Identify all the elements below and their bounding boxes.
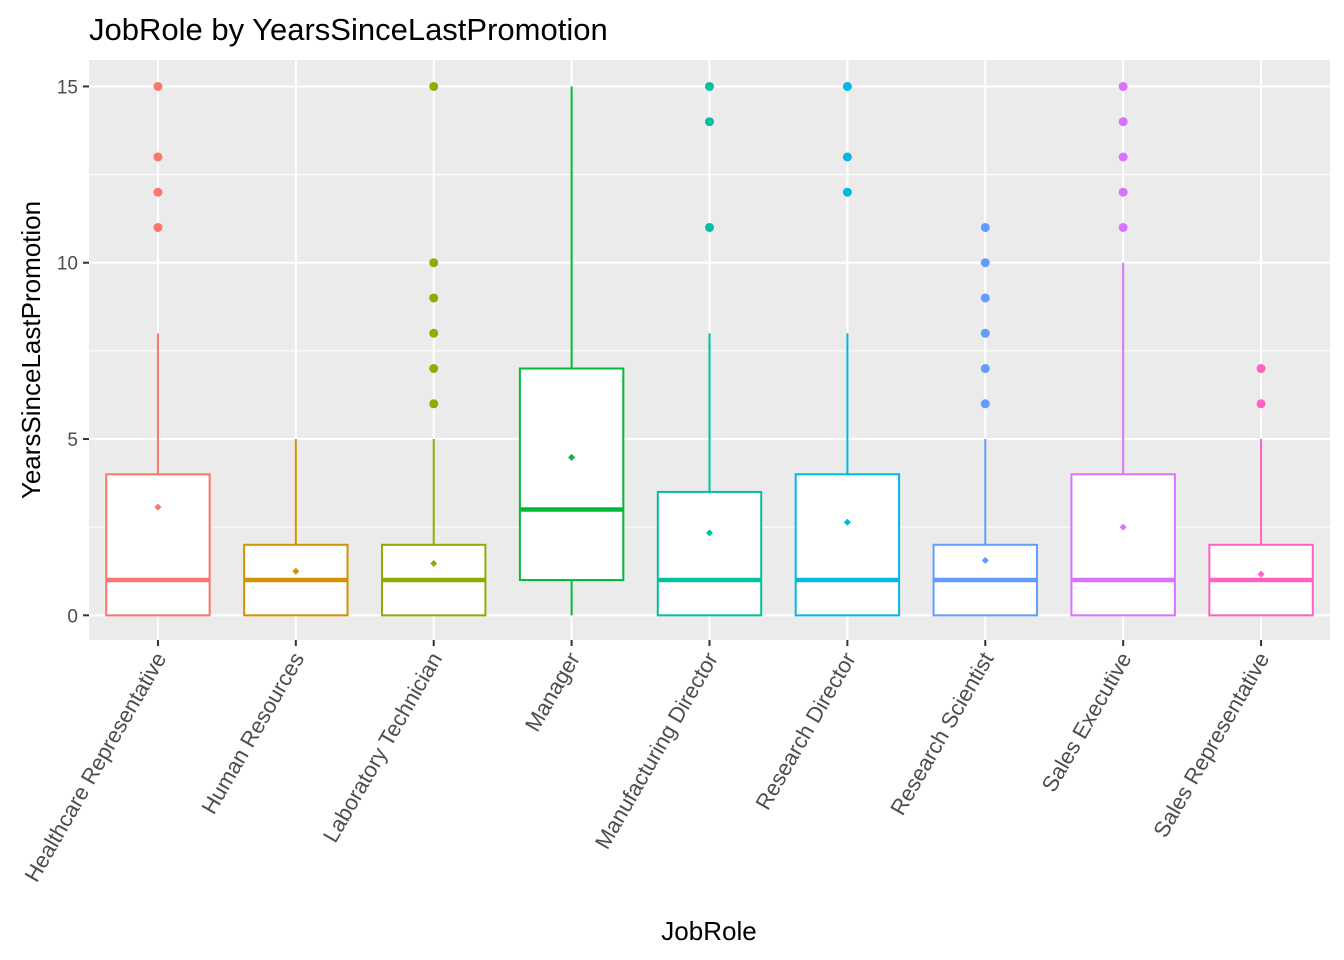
mean-marker bbox=[706, 529, 713, 537]
outlier-point bbox=[153, 187, 163, 197]
mean-marker bbox=[568, 453, 576, 461]
box-iqr bbox=[105, 473, 211, 617]
mean-marker bbox=[154, 503, 162, 511]
mean-marker bbox=[1119, 523, 1127, 531]
outlier-point bbox=[842, 187, 852, 197]
outlier-point bbox=[153, 81, 163, 91]
box-iqr bbox=[656, 490, 763, 617]
outlier-point bbox=[1256, 399, 1266, 409]
x-tick-label: Human Resources bbox=[196, 648, 309, 818]
mean-marker bbox=[981, 556, 989, 564]
x-tick-label: Manufacturing Director bbox=[590, 648, 723, 853]
y-tick-label: 15 bbox=[57, 77, 78, 98]
mean-marker bbox=[1257, 570, 1265, 578]
box-iqr bbox=[1070, 473, 1176, 617]
outlier-point bbox=[429, 399, 439, 409]
y-tick-label: 5 bbox=[67, 430, 78, 451]
box-group bbox=[932, 222, 1038, 617]
outlier-point bbox=[153, 222, 163, 232]
outlier-point bbox=[842, 152, 852, 162]
outlier-point bbox=[980, 293, 990, 303]
box-group bbox=[1070, 81, 1176, 617]
y-tick-label: 10 bbox=[57, 254, 78, 275]
box-iqr bbox=[794, 473, 901, 617]
outlier-point bbox=[705, 117, 714, 127]
x-axis-title: JobRole bbox=[661, 916, 756, 946]
box-group bbox=[518, 86, 625, 616]
x-tick-label: Sales Representative bbox=[1148, 648, 1274, 842]
outlier-point bbox=[980, 258, 990, 268]
mean-marker bbox=[843, 518, 851, 526]
outlier-point bbox=[980, 222, 990, 232]
outlier-point bbox=[429, 328, 439, 338]
mean-marker bbox=[430, 559, 438, 567]
outlier-point bbox=[1118, 117, 1128, 127]
box-group bbox=[381, 81, 487, 617]
y-tick-label: 0 bbox=[67, 606, 78, 627]
boxes-layer bbox=[105, 81, 1314, 617]
box-group bbox=[794, 81, 901, 617]
outlier-point bbox=[153, 152, 163, 162]
x-tick-label: Research Scientist bbox=[885, 648, 998, 819]
outlier-point bbox=[429, 258, 439, 268]
box-group bbox=[1208, 364, 1314, 617]
box-iqr bbox=[518, 367, 625, 582]
box-group bbox=[656, 81, 763, 617]
x-tick-label: Laboratory Technician bbox=[318, 648, 447, 847]
outlier-point bbox=[705, 222, 714, 232]
box-group bbox=[105, 81, 211, 617]
outlier-point bbox=[1256, 364, 1266, 374]
y-axis-title: YearsSinceLastPromotion bbox=[16, 201, 46, 499]
outlier-point bbox=[980, 399, 990, 409]
outlier-point bbox=[705, 81, 714, 91]
x-tick-label: Research Director bbox=[750, 648, 860, 814]
outlier-point bbox=[429, 364, 439, 374]
x-tick-label: Healthcare Representative bbox=[19, 648, 171, 886]
outlier-point bbox=[1118, 222, 1128, 232]
outlier-point bbox=[980, 328, 990, 338]
outlier-point bbox=[1118, 152, 1128, 162]
outlier-point bbox=[980, 364, 990, 374]
x-tick-label: Sales Executive bbox=[1037, 648, 1137, 796]
outlier-point bbox=[842, 81, 852, 91]
outlier-point bbox=[1118, 187, 1128, 197]
outlier-point bbox=[1118, 81, 1128, 91]
outlier-point bbox=[429, 81, 439, 91]
outlier-point bbox=[429, 293, 439, 303]
x-tick-label: Manager bbox=[520, 648, 585, 736]
box-group bbox=[243, 439, 349, 617]
chart-title: JobRole by YearsSinceLastPromotion bbox=[89, 12, 608, 47]
mean-marker bbox=[292, 567, 300, 575]
